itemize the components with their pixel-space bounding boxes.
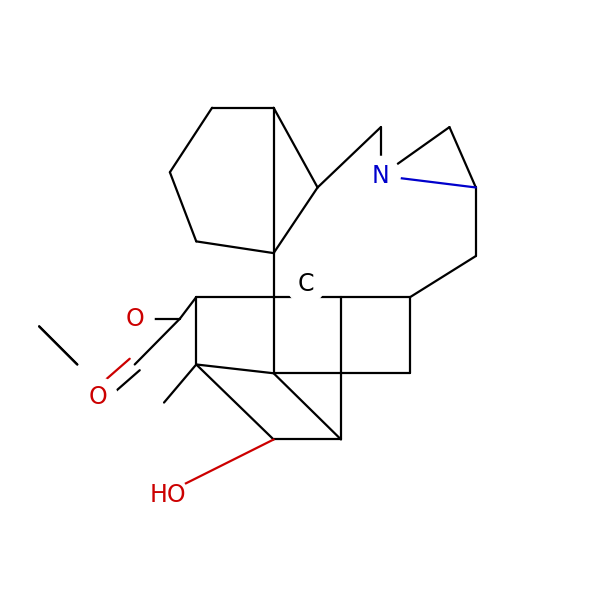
- Circle shape: [287, 265, 325, 304]
- Circle shape: [149, 475, 187, 514]
- Circle shape: [362, 157, 400, 195]
- Text: O: O: [125, 307, 144, 331]
- Text: N: N: [372, 164, 390, 188]
- Text: O: O: [88, 385, 107, 409]
- Circle shape: [79, 377, 117, 416]
- Circle shape: [115, 299, 154, 338]
- Text: C: C: [298, 272, 314, 296]
- Text: HO: HO: [150, 482, 187, 506]
